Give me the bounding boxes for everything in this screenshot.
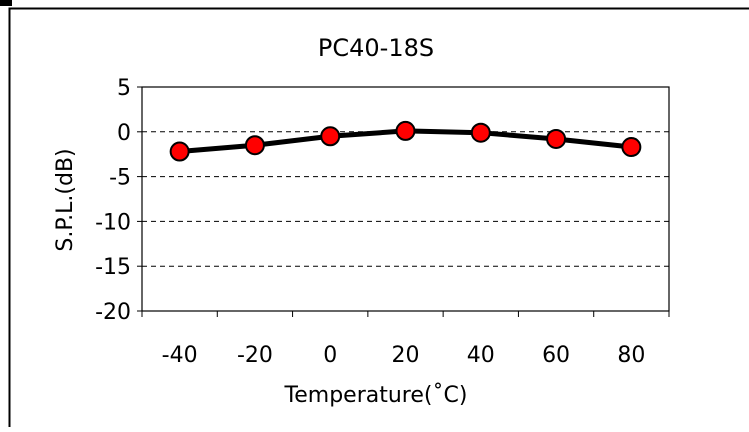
data-point	[622, 138, 640, 156]
y-tick-label: -10	[95, 210, 131, 235]
x-tick-label: 40	[467, 343, 495, 368]
y-tick-label: 0	[117, 121, 131, 146]
y-axis: 5 0 -5 -10 -15 -20	[95, 76, 142, 325]
x-tick-label: 20	[392, 343, 420, 368]
plot-area	[142, 87, 669, 311]
y-tick-label: -5	[109, 166, 131, 191]
x-tick-label: -40	[162, 343, 198, 368]
data-point	[397, 122, 415, 140]
x-axis-label: Temperature(˚C)	[284, 383, 468, 408]
y-tick-label: -20	[95, 300, 131, 325]
series-layer	[171, 122, 641, 161]
y-axis-label: S.P.L.(dB)	[53, 148, 78, 251]
y-tick-label: -15	[95, 255, 131, 280]
chart-title: PC40-18S	[318, 34, 434, 62]
x-tick-label: -20	[237, 343, 273, 368]
cropped-header-fragment	[0, 0, 12, 6]
y-tick-label: 5	[117, 76, 131, 101]
data-point	[472, 124, 490, 142]
x-tick-label: 0	[323, 343, 337, 368]
data-point	[171, 143, 189, 161]
grid-lines	[142, 132, 669, 266]
x-tick-label: 60	[542, 343, 570, 368]
data-point	[547, 130, 565, 148]
x-tick-label: 80	[617, 343, 645, 368]
x-axis: -40 -20 0 20 40 60 80	[142, 311, 669, 368]
data-point	[246, 136, 264, 154]
data-point	[321, 127, 339, 145]
